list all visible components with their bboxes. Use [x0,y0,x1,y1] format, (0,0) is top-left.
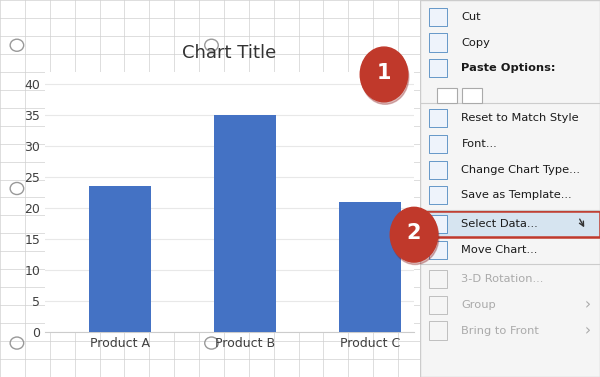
Bar [89,186,151,332]
Text: Move Chart...: Move Chart... [461,245,538,255]
FancyBboxPatch shape [428,186,448,204]
Circle shape [361,49,409,104]
Text: Reset to Match Style: Reset to Match Style [461,113,579,123]
FancyBboxPatch shape [428,34,448,52]
Text: ›: › [584,297,590,312]
Text: Copy: Copy [461,37,490,48]
FancyBboxPatch shape [420,211,600,237]
FancyBboxPatch shape [428,241,448,259]
FancyBboxPatch shape [437,88,457,103]
Text: Change Chart Type...: Change Chart Type... [461,164,580,175]
Text: Font...: Font... [461,139,497,149]
Text: 3-D Rotation...: 3-D Rotation... [461,274,544,284]
Circle shape [360,47,408,102]
Text: Paste Options:: Paste Options: [461,63,556,74]
Bar [214,115,277,332]
FancyBboxPatch shape [428,8,448,26]
Circle shape [390,207,438,262]
Circle shape [391,210,439,265]
FancyBboxPatch shape [428,215,448,233]
Text: 1: 1 [377,63,391,83]
FancyBboxPatch shape [463,88,482,103]
FancyBboxPatch shape [428,135,448,153]
FancyBboxPatch shape [428,109,448,127]
Text: Select Data...: Select Data... [461,219,538,229]
Title: Chart Title: Chart Title [182,44,277,62]
Text: Save as Template...: Save as Template... [461,190,572,201]
Bar [339,202,401,332]
FancyBboxPatch shape [420,0,600,377]
Text: Cut: Cut [461,12,481,22]
Text: Group: Group [461,300,496,310]
Text: 2: 2 [407,224,421,244]
Text: ›: › [584,323,590,338]
FancyBboxPatch shape [428,161,448,179]
FancyBboxPatch shape [428,59,448,77]
Text: Bring to Front: Bring to Front [461,325,539,336]
